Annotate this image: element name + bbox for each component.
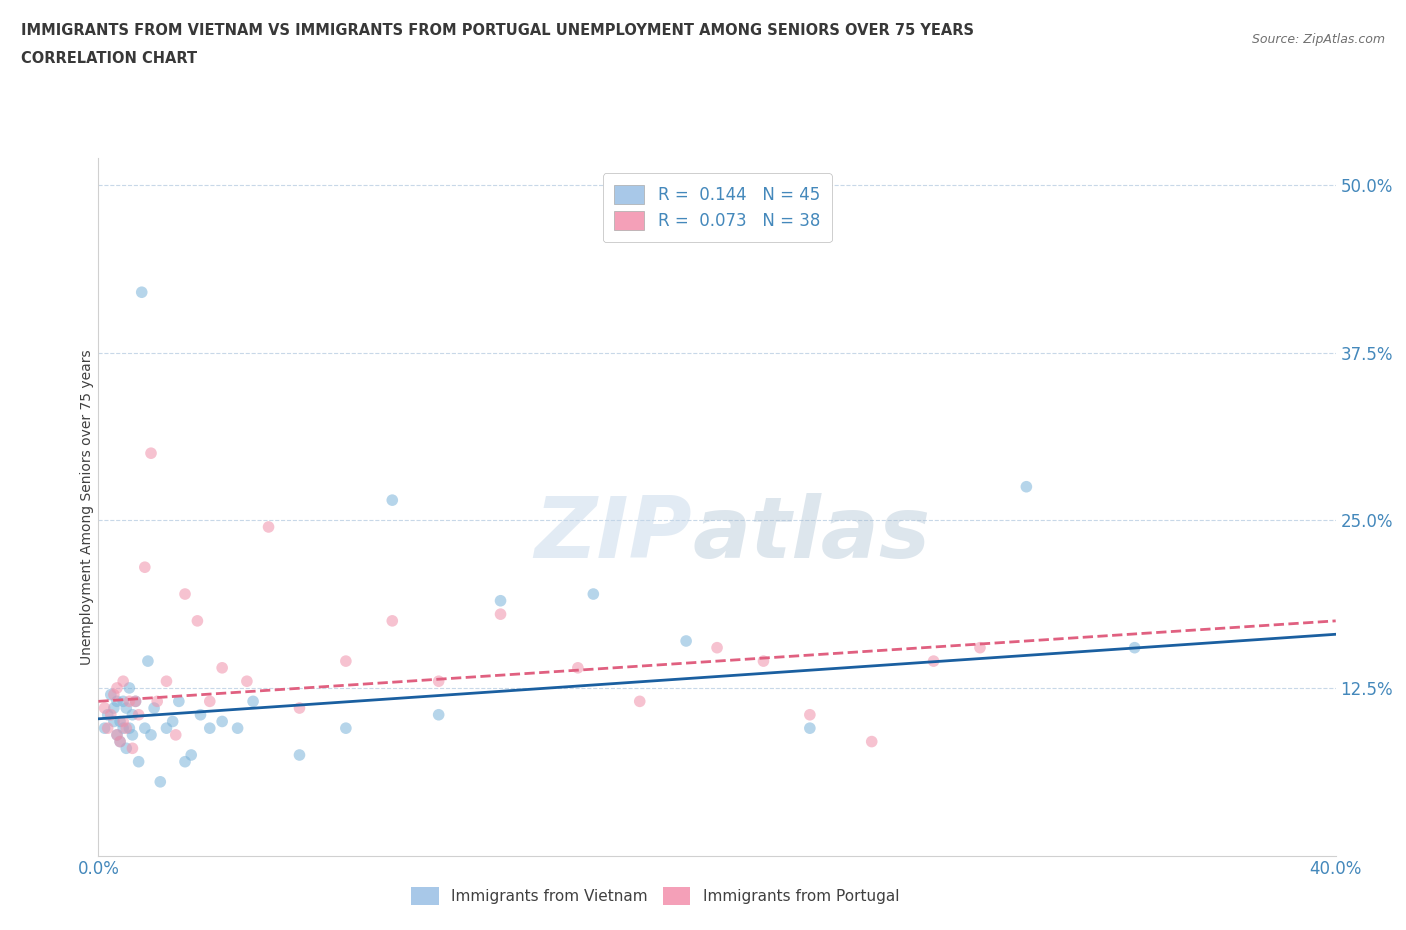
Point xyxy=(752,654,775,669)
Point xyxy=(124,694,146,709)
Point xyxy=(118,694,141,709)
Point xyxy=(288,748,311,763)
Point xyxy=(105,694,128,709)
Point xyxy=(131,285,153,299)
Point xyxy=(675,633,697,648)
Point xyxy=(108,734,131,749)
Point xyxy=(115,741,138,756)
Point xyxy=(103,700,125,715)
Point xyxy=(257,520,280,535)
Point xyxy=(105,727,128,742)
Point xyxy=(121,741,143,756)
Point xyxy=(105,681,128,696)
Point xyxy=(1015,479,1038,494)
Text: atlas: atlas xyxy=(692,493,931,577)
Point xyxy=(236,673,259,688)
Point xyxy=(149,775,172,790)
Point xyxy=(121,727,143,742)
Point xyxy=(335,721,357,736)
Point xyxy=(198,694,221,709)
Point xyxy=(335,654,357,669)
Point xyxy=(134,721,156,736)
Text: IMMIGRANTS FROM VIETNAM VS IMMIGRANTS FROM PORTUGAL UNEMPLOYMENT AMONG SENIORS O: IMMIGRANTS FROM VIETNAM VS IMMIGRANTS FR… xyxy=(21,23,974,38)
Point xyxy=(427,708,450,723)
Point xyxy=(146,694,169,709)
Point xyxy=(567,660,589,675)
Point xyxy=(136,654,159,669)
Point xyxy=(128,708,150,723)
Point xyxy=(211,714,233,729)
Point xyxy=(93,700,115,715)
Point xyxy=(381,614,404,629)
Point xyxy=(118,681,141,696)
Point xyxy=(121,708,143,723)
Point xyxy=(139,727,162,742)
Point xyxy=(799,708,821,723)
Point xyxy=(97,721,120,736)
Point xyxy=(799,721,821,736)
Point xyxy=(922,654,945,669)
Point xyxy=(112,673,135,688)
Text: ZIP: ZIP xyxy=(534,493,692,577)
Point xyxy=(112,721,135,736)
Point xyxy=(115,721,138,736)
Point xyxy=(582,587,605,602)
Point xyxy=(155,721,177,736)
Point xyxy=(242,694,264,709)
Point xyxy=(706,640,728,655)
Text: Source: ZipAtlas.com: Source: ZipAtlas.com xyxy=(1251,33,1385,46)
Point xyxy=(489,606,512,621)
Point xyxy=(628,694,651,709)
Point xyxy=(105,727,128,742)
Point xyxy=(100,708,122,723)
Y-axis label: Unemployment Among Seniors over 75 years: Unemployment Among Seniors over 75 years xyxy=(80,349,94,665)
Point xyxy=(112,714,135,729)
Point xyxy=(1123,640,1146,655)
Point xyxy=(969,640,991,655)
Point xyxy=(288,700,311,715)
Point xyxy=(162,714,184,729)
Point xyxy=(128,754,150,769)
Point xyxy=(186,614,208,629)
Point xyxy=(226,721,249,736)
Point xyxy=(108,714,131,729)
Point xyxy=(381,493,404,508)
Point xyxy=(108,734,131,749)
Point xyxy=(155,673,177,688)
Point xyxy=(198,721,221,736)
Point xyxy=(97,708,120,723)
Point xyxy=(103,714,125,729)
Point xyxy=(115,700,138,715)
Point xyxy=(427,673,450,688)
Point xyxy=(93,721,115,736)
Point xyxy=(103,687,125,702)
Point xyxy=(100,687,122,702)
Point xyxy=(143,700,166,715)
Point xyxy=(174,754,197,769)
Point xyxy=(489,593,512,608)
Point xyxy=(139,445,162,460)
Text: CORRELATION CHART: CORRELATION CHART xyxy=(21,51,197,66)
Point xyxy=(190,708,212,723)
Point xyxy=(112,694,135,709)
Point xyxy=(211,660,233,675)
Point xyxy=(134,560,156,575)
Point xyxy=(165,727,187,742)
Point xyxy=(124,694,146,709)
Point xyxy=(174,587,197,602)
Point xyxy=(118,721,141,736)
Point xyxy=(860,734,883,749)
Point xyxy=(180,748,202,763)
Point xyxy=(167,694,190,709)
Legend: Immigrants from Vietnam, Immigrants from Portugal: Immigrants from Vietnam, Immigrants from… xyxy=(405,881,905,910)
